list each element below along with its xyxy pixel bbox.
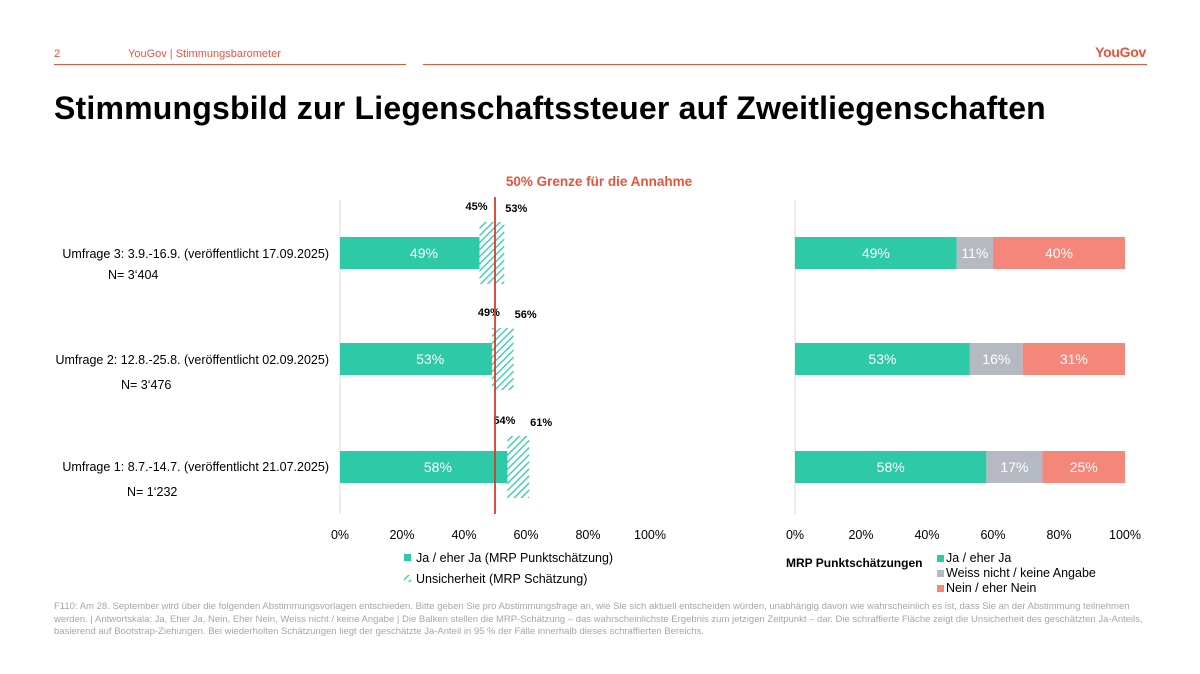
x-tick-label: 60% [980, 528, 1005, 542]
legend-swatch-uncertainty [404, 575, 411, 582]
header-divider-left [54, 64, 406, 65]
x-tick-label: 60% [513, 528, 538, 542]
uncertainty-low-label: 49% [478, 307, 500, 319]
x-tick-label: 100% [634, 528, 666, 542]
legend-swatch-ja [404, 554, 411, 561]
legend-swatch-unknown [937, 570, 944, 577]
stacked-segment [993, 237, 1125, 269]
survey-n: N= 3‘404 [108, 268, 158, 282]
legend-label-uncertainty: Unsicherheit (MRP Schätzung) [416, 572, 587, 586]
x-tick-label: 20% [848, 528, 873, 542]
yes-bar [340, 343, 505, 375]
uncertainty-high-label: 61% [530, 417, 552, 429]
x-tick-label: 100% [1109, 528, 1141, 542]
legend-swatch-no [937, 585, 944, 592]
bar-value-label: 53% [416, 351, 444, 367]
uncertainty-band [507, 436, 530, 498]
uncertainty-high-label: 53% [505, 203, 527, 215]
legend-swatch-yes [937, 555, 944, 562]
legend-title-mrp: MRP Punktschätzungen [786, 556, 922, 570]
segment-value-label: 25% [1070, 459, 1098, 475]
charts-area: Umfrage 3: 3.9.-16.9. (veröffentlicht 17… [55, 174, 1141, 595]
stacked-segment [795, 237, 957, 269]
stacked-segment [1022, 343, 1125, 375]
segment-value-label: 40% [1045, 245, 1073, 261]
segment-value-label: 16% [982, 351, 1010, 367]
uncertainty-high-label: 56% [515, 309, 537, 321]
legend-label-ja: Ja / eher Ja (MRP Punktschätzung) [416, 551, 613, 565]
survey-label: Umfrage 1: 8.7.-14.7. (veröffentlicht 21… [62, 460, 329, 474]
survey-n: N= 3‘476 [121, 378, 171, 392]
segment-value-label: 11% [961, 245, 988, 261]
x-tick-label: 40% [914, 528, 939, 542]
header-divider-right [423, 64, 1147, 65]
source-label: YouGov | Stimmungsbarometer [128, 48, 281, 60]
x-tick-label: 0% [786, 528, 804, 542]
x-tick-label: 80% [1046, 528, 1071, 542]
threshold-label: 50% Grenze für die Annahme [506, 174, 693, 189]
yougov-logo: YouGov [1095, 44, 1146, 60]
survey-label: Umfrage 2: 12.8.-25.8. (veröffentlicht 0… [55, 353, 329, 367]
stacked-segment [795, 451, 987, 483]
stacked-segment [1042, 451, 1125, 483]
yes-bar [340, 451, 520, 483]
stacked-segment [969, 343, 1023, 375]
segment-value-label: 31% [1060, 351, 1088, 367]
footnote: F110: Am 28. September wird über die fol… [54, 601, 1143, 637]
yes-bar [340, 237, 492, 269]
uncertainty-band [479, 222, 505, 284]
bar-value-label: 58% [424, 459, 452, 475]
x-tick-label: 40% [451, 528, 476, 542]
segment-value-label: 49% [862, 245, 890, 261]
segment-value-label: 58% [877, 459, 905, 475]
bar-value-label: 49% [410, 245, 438, 261]
legend-label-yes: Ja / eher Ja [946, 551, 1011, 565]
legend-label-unknown: Weiss nicht / keine Angabe [946, 566, 1096, 580]
segment-value-label: 17% [1000, 459, 1028, 475]
uncertainty-band [491, 328, 514, 390]
x-tick-label: 20% [389, 528, 414, 542]
survey-label: Umfrage 3: 3.9.-16.9. (veröffentlicht 17… [62, 247, 329, 261]
page-title: Stimmungsbild zur Liegenschaftssteuer au… [54, 90, 1046, 126]
uncertainty-low-label: 45% [465, 201, 487, 213]
stacked-segment [956, 237, 993, 269]
x-tick-label: 80% [575, 528, 600, 542]
survey-n: N= 1‘232 [127, 485, 177, 499]
uncertainty-low-label: 54% [493, 415, 515, 427]
legend-label-no: Nein / eher Nein [946, 581, 1036, 595]
segment-value-label: 53% [868, 351, 896, 367]
page-number: 2 [54, 48, 61, 60]
stacked-segment [795, 343, 970, 375]
x-tick-label: 0% [331, 528, 349, 542]
stacked-segment [986, 451, 1043, 483]
